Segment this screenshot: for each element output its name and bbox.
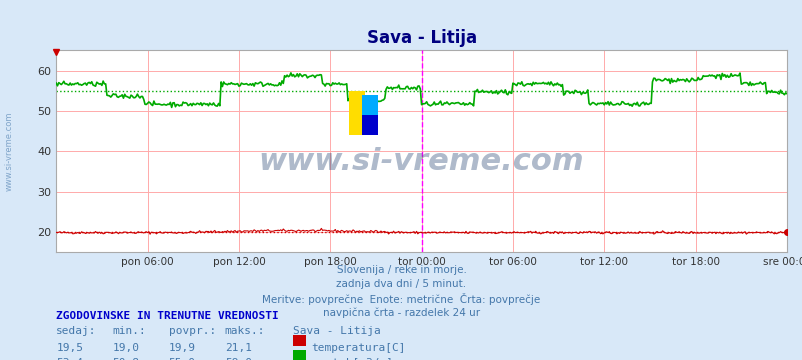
Text: 50,8: 50,8 [112, 358, 140, 360]
Text: ZGODOVINSKE IN TRENUTNE VREDNOSTI: ZGODOVINSKE IN TRENUTNE VREDNOSTI [56, 311, 278, 321]
Text: 59,0: 59,0 [225, 358, 252, 360]
Text: pretok[m3/s]: pretok[m3/s] [311, 358, 392, 360]
Text: 21,1: 21,1 [225, 343, 252, 353]
Text: Slovenija / reke in morje.: Slovenija / reke in morje. [336, 265, 466, 275]
Text: Sava - Litija: Sava - Litija [293, 326, 380, 336]
Text: 53,4: 53,4 [56, 358, 83, 360]
Text: zadnja dva dni / 5 minut.: zadnja dva dni / 5 minut. [336, 279, 466, 289]
Text: temperatura[C]: temperatura[C] [311, 343, 406, 353]
Title: Sava - Litija: Sava - Litija [366, 30, 476, 48]
Text: www.si-vreme.com: www.si-vreme.com [5, 112, 14, 191]
Text: navpična črta - razdelek 24 ur: navpična črta - razdelek 24 ur [322, 308, 480, 318]
Text: min.:: min.: [112, 326, 146, 336]
Text: Meritve: povprečne  Enote: metrične  Črta: povprečje: Meritve: povprečne Enote: metrične Črta:… [262, 293, 540, 305]
Text: 19,9: 19,9 [168, 343, 196, 353]
Bar [361, 95, 377, 121]
Text: 19,0: 19,0 [112, 343, 140, 353]
Text: povpr.:: povpr.: [168, 326, 216, 336]
Bar [361, 115, 377, 135]
Text: maks.:: maks.: [225, 326, 265, 336]
Text: 19,5: 19,5 [56, 343, 83, 353]
Text: sedaj:: sedaj: [56, 326, 96, 336]
Text: www.si-vreme.com: www.si-vreme.com [258, 147, 584, 176]
Text: 55,0: 55,0 [168, 358, 196, 360]
Bar [349, 91, 365, 135]
